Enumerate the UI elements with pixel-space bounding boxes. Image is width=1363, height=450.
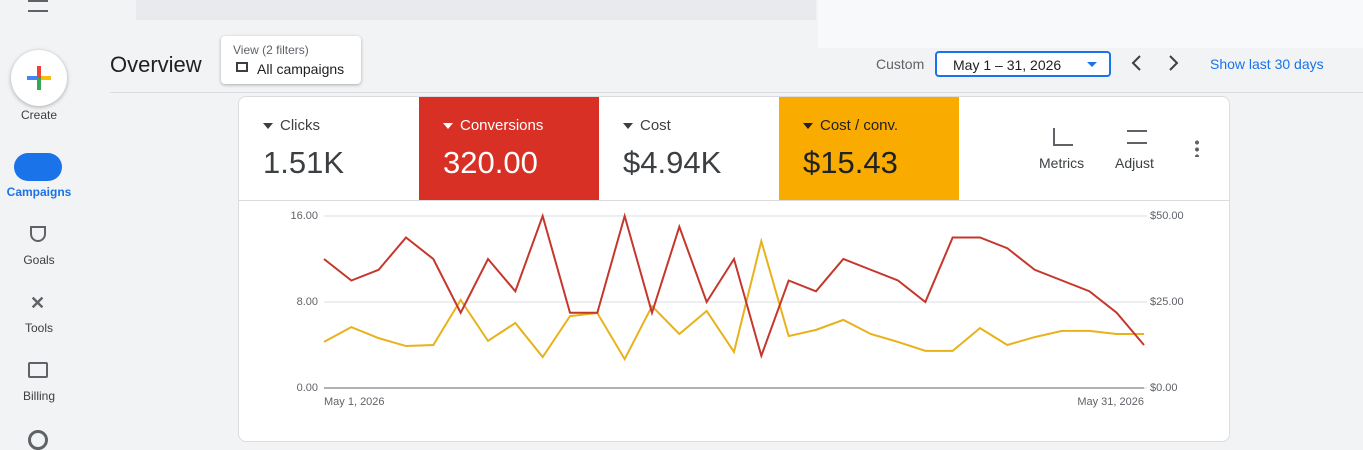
scorecard-value: $4.94K xyxy=(623,145,722,180)
series-line xyxy=(323,212,1145,360)
dropdown-arrow xyxy=(1087,62,1097,67)
top-bar xyxy=(0,0,1363,48)
show-last-link[interactable]: Show last 30 days xyxy=(1210,56,1324,72)
overview-card: Clicks 1.51K Conversions 320.00 Cost $4.94K… xyxy=(238,96,1230,442)
nav-label[interactable]: Tools xyxy=(24,321,53,335)
nav-label[interactable]: Create xyxy=(20,108,58,122)
y-tick-label: 0.00 xyxy=(297,382,318,394)
y-tick-label: 8.00 xyxy=(297,296,318,308)
scorecard-label: Cost xyxy=(623,117,671,134)
range-label: Custom xyxy=(876,56,925,72)
series-line xyxy=(323,237,1144,362)
y-tick-label: 16.00 xyxy=(290,210,318,222)
billing-icon[interactable] xyxy=(28,362,48,378)
date-dropdown[interactable]: May 1 – 31, 2026 xyxy=(935,51,1111,77)
scorecard[interactable]: Cost / conv. $15.43 xyxy=(779,97,959,200)
date-range: May 1 – 31, 2026 xyxy=(953,57,1062,73)
scorecard-value: 1.51K xyxy=(263,145,345,180)
scorecard-label: Cost / conv. xyxy=(803,117,898,134)
divider xyxy=(239,200,1229,201)
goals-icon[interactable] xyxy=(30,226,46,242)
settings-icon[interactable] xyxy=(28,430,48,450)
tools-icon[interactable]: ✕ xyxy=(30,293,46,313)
nav-label[interactable]: Billing xyxy=(22,389,55,403)
y2-tick-label: $50.00 xyxy=(1150,210,1184,222)
search-bar[interactable] xyxy=(136,0,816,20)
x-tick-label: May 1, 2026 xyxy=(324,396,385,408)
tool-label[interactable]: Adjust xyxy=(1115,155,1154,171)
home-icon xyxy=(236,62,248,72)
scorecard-value: 320.00 xyxy=(443,145,538,180)
scorecard[interactable]: Clicks 1.51K xyxy=(239,97,419,200)
account-area xyxy=(818,0,1363,48)
nav-label[interactable]: Goals xyxy=(23,253,55,267)
y2-tick-label: $0.00 xyxy=(1150,382,1178,394)
campaigns-icon[interactable] xyxy=(14,153,62,181)
chart: 0.00 8.00 16.00 $0.00 $25.00 $50.00 May 1, 202… xyxy=(290,210,1184,408)
create-button[interactable] xyxy=(11,50,67,106)
menu-icon[interactable] xyxy=(28,0,48,12)
scorecard-value: $15.43 xyxy=(803,145,898,180)
page-title: Overview xyxy=(110,52,202,77)
adjust-icon[interactable] xyxy=(1127,130,1147,144)
scorecard-label: Conversions xyxy=(443,117,543,134)
x-tick-label: May 31, 2026 xyxy=(1077,396,1144,408)
tool-label[interactable]: Metrics xyxy=(1039,155,1085,171)
y2-tick-label: $25.00 xyxy=(1150,296,1184,308)
plus-icon xyxy=(27,66,51,90)
filter-value: All campaigns xyxy=(257,61,345,77)
more-menu[interactable] xyxy=(1195,139,1199,157)
metrics-icon[interactable] xyxy=(1053,128,1073,146)
scorecard-label: Clicks xyxy=(263,117,320,134)
scorecard[interactable]: Conversions 320.00 xyxy=(419,97,599,200)
filter-caption: View (2 filters) xyxy=(233,43,309,57)
divider xyxy=(110,92,1363,93)
period-arrows[interactable] xyxy=(1124,52,1184,74)
scorecard[interactable]: Cost $4.94K xyxy=(599,97,779,200)
nav-label[interactable]: Campaigns xyxy=(6,185,72,199)
filter-button[interactable]: View (2 filters) All campaigns xyxy=(221,36,361,84)
